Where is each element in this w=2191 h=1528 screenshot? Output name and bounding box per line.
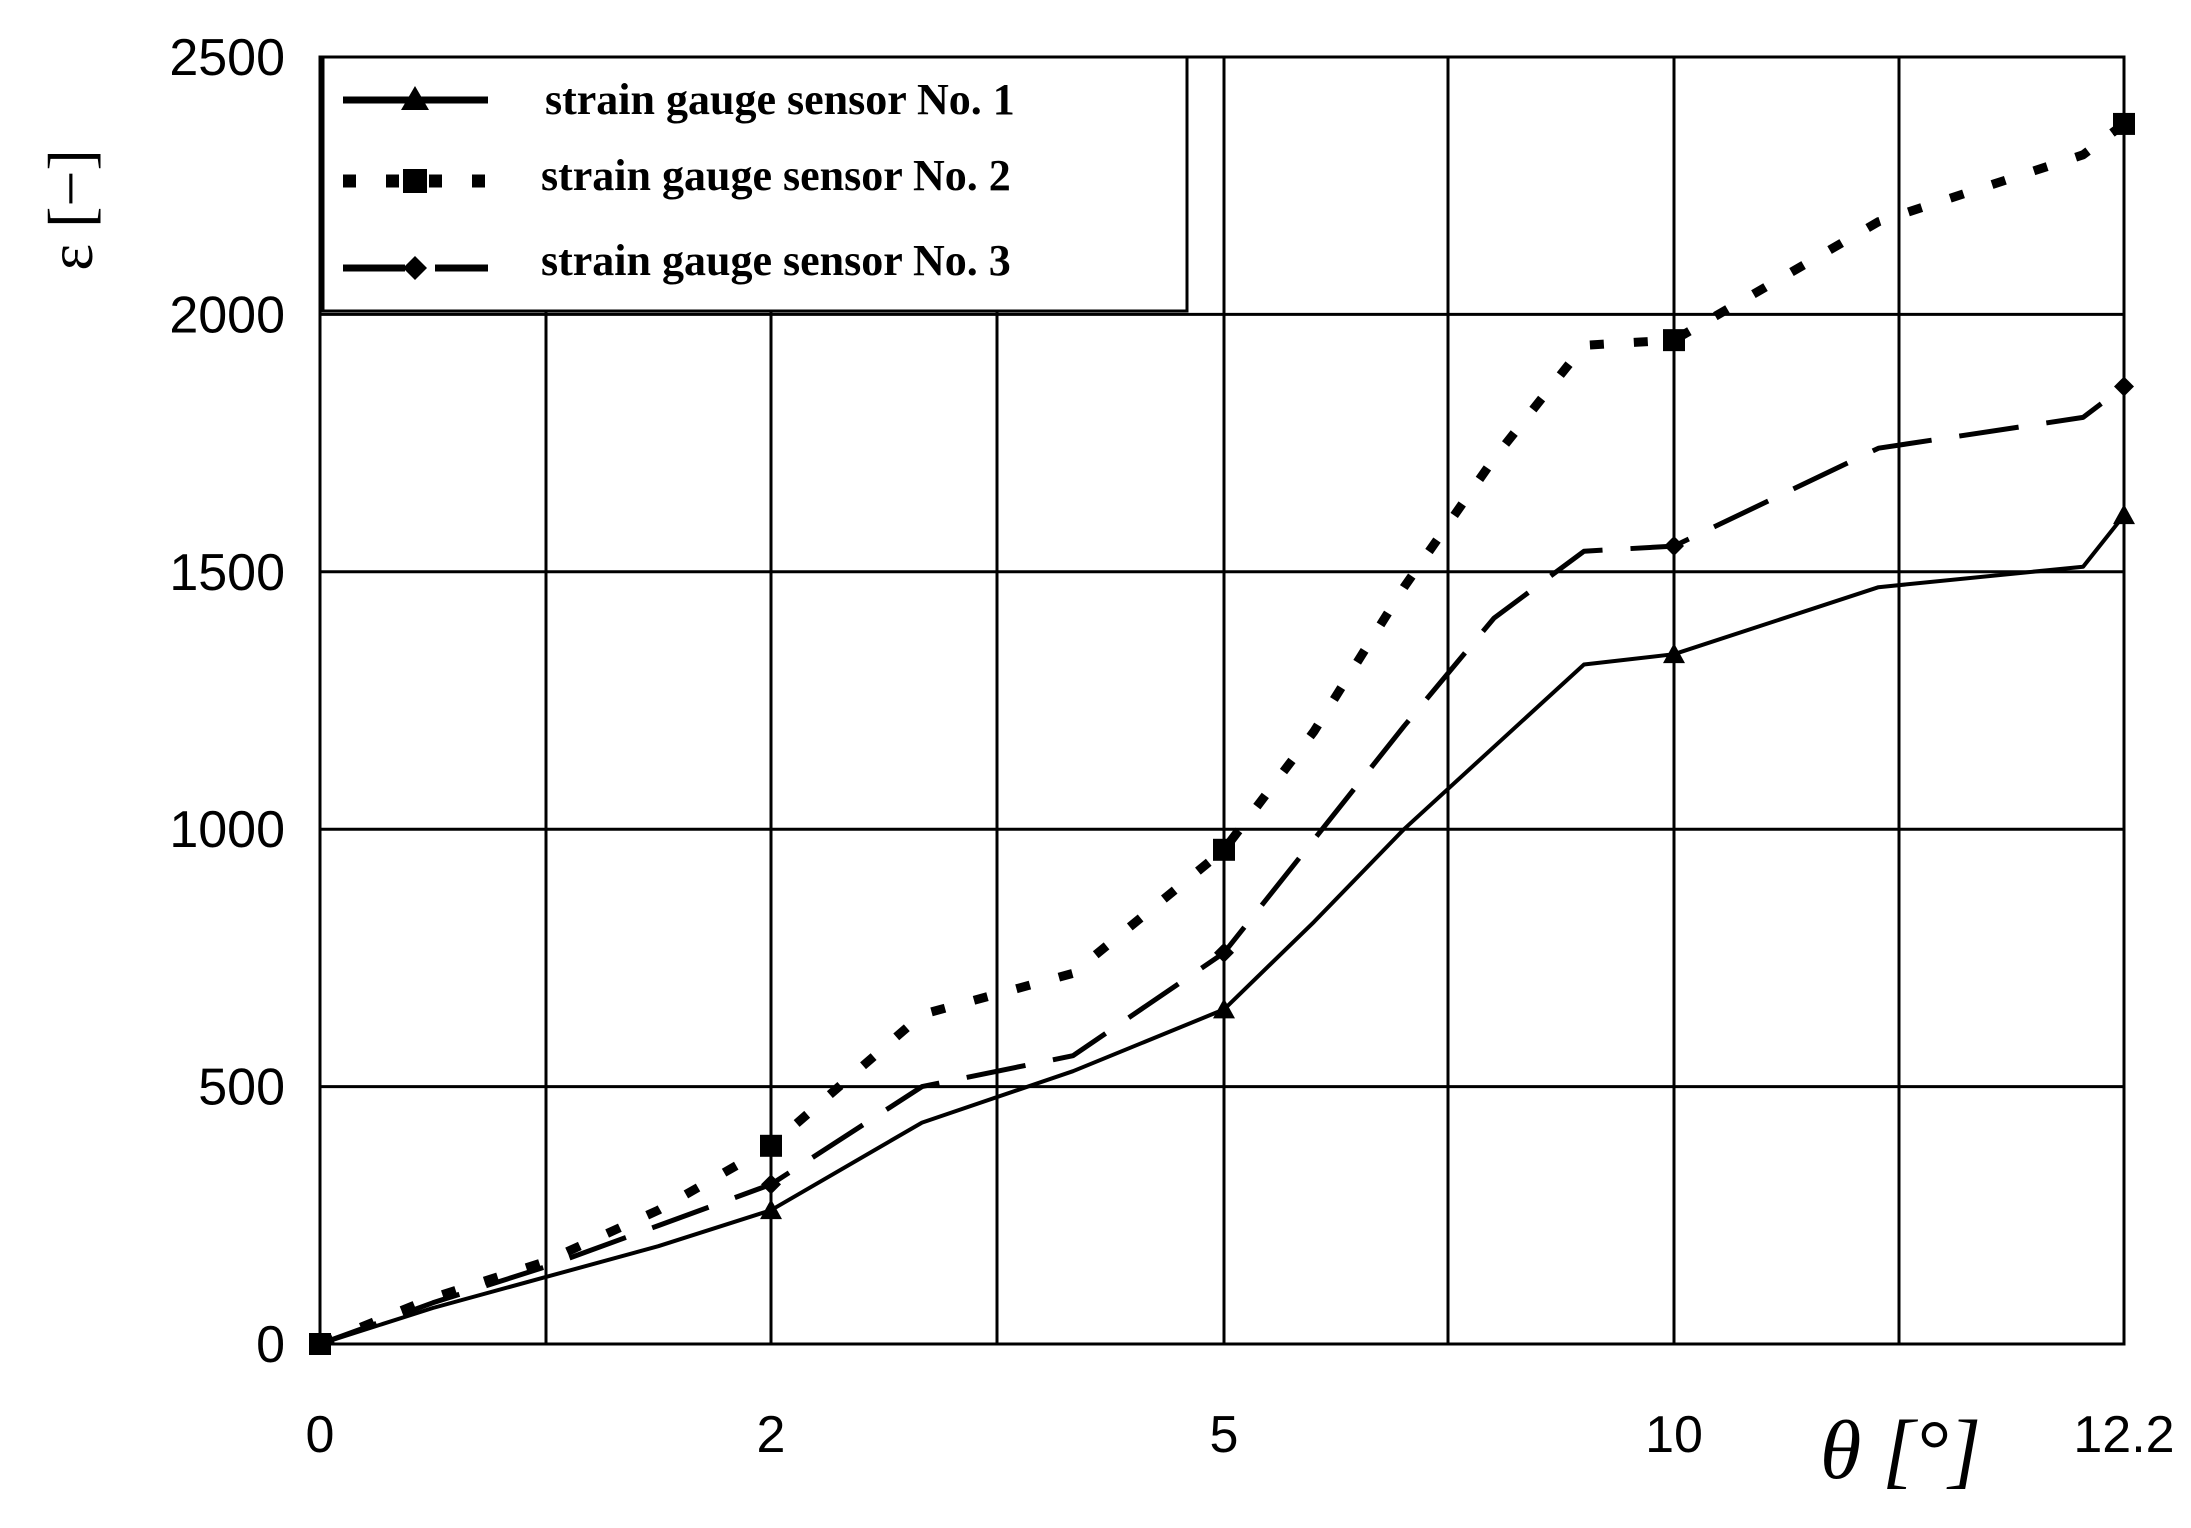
legend-marker-3: [403, 256, 427, 280]
x-tick-label: 5: [1210, 1406, 1239, 1464]
series-1-marker: [760, 1199, 782, 1220]
x-axis-label: θ [°]: [1820, 1404, 1981, 1497]
x-tick-label: 2: [757, 1406, 786, 1464]
y-tick-label: 0: [256, 1316, 285, 1374]
series-2-marker: [1663, 329, 1685, 352]
series-3-marker: [310, 1334, 330, 1354]
series-2-marker: [1213, 838, 1235, 861]
y-tick-label: 2000: [169, 286, 285, 344]
legend-label-2: strain gauge sensor No. 2: [541, 151, 1011, 200]
tick-labels: 0 500 1000 1500 2000 2500 0 2 5 10 12.2: [169, 29, 2174, 1464]
series-3-marker: [1664, 536, 1684, 557]
legend-entry-2: strain gauge sensor No. 2: [343, 151, 1011, 200]
x-tick-label: 12.2: [2073, 1406, 2174, 1464]
y-tick-label: 1500: [169, 544, 285, 602]
y-axis-label-text: ε [−]: [35, 149, 106, 271]
series-line-1: [319, 513, 2126, 1346]
grid: [318, 55, 2126, 1346]
legend-label-1: strain gauge sensor No. 1: [545, 75, 1015, 124]
y-tick-label: 500: [198, 1059, 285, 1117]
series-2-marker: [760, 1134, 782, 1157]
y-tick-label: 1000: [169, 801, 285, 859]
x-tick-label: 10: [1645, 1406, 1703, 1464]
legend-entry-1: strain gauge sensor No. 1: [343, 75, 1015, 124]
y-tick-label: 2500: [169, 29, 285, 87]
legend-entry-3: strain gauge sensor No. 3: [343, 236, 1011, 285]
legend-marker-2: [403, 169, 427, 193]
series-3-marker: [2114, 376, 2134, 397]
legend: strain gauge sensor No. 1 strain gauge s…: [321, 55, 1189, 313]
legend-label-3: strain gauge sensor No. 3: [541, 236, 1011, 285]
y-axis-label: ε [−]: [35, 149, 106, 271]
series-layer: [309, 112, 2135, 1355]
legend-marker-1: [401, 86, 429, 110]
series-3-marker: [761, 1174, 781, 1195]
x-tick-label: 0: [306, 1406, 335, 1464]
series-2-marker: [2113, 112, 2135, 135]
series-line-3: [319, 384, 2126, 1347]
series-3-marker: [1214, 942, 1234, 963]
series-1-marker: [1663, 643, 1685, 664]
series-1-marker: [2113, 504, 2135, 525]
series-1-marker: [1213, 998, 1235, 1019]
